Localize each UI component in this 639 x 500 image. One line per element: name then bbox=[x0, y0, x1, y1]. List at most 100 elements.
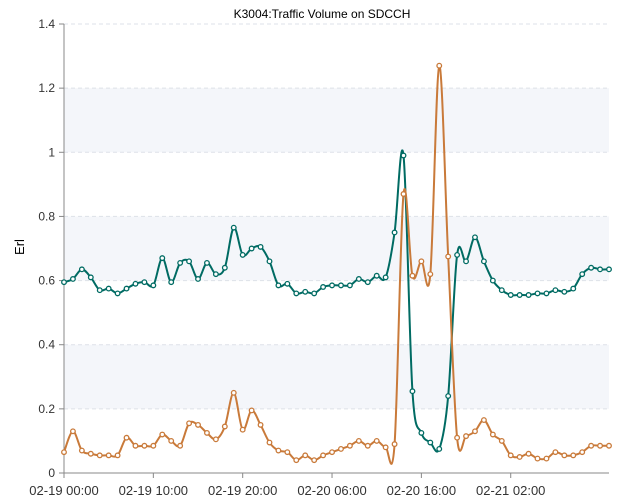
data-point bbox=[543, 290, 550, 297]
data-point bbox=[472, 428, 478, 435]
data-point bbox=[132, 442, 139, 449]
data-point bbox=[534, 455, 541, 462]
data-point bbox=[436, 445, 443, 452]
data-point bbox=[177, 259, 184, 266]
data-point bbox=[195, 276, 201, 282]
axes bbox=[59, 23, 609, 478]
series-0 bbox=[61, 149, 612, 453]
data-point bbox=[543, 455, 550, 462]
data-point bbox=[480, 417, 487, 424]
x-tick-labels: 02-19 00:00 02-19 10:00 02-19 20:00 02-20 0… bbox=[29, 483, 545, 498]
data-point bbox=[445, 253, 452, 260]
data-point bbox=[597, 442, 604, 449]
data-point bbox=[186, 258, 193, 265]
data-point bbox=[382, 444, 389, 451]
data-point bbox=[355, 276, 362, 282]
data-point bbox=[320, 452, 327, 459]
grid-band bbox=[64, 216, 609, 281]
data-point bbox=[78, 266, 85, 273]
data-point bbox=[588, 264, 595, 271]
x-tick-label: 02-19 10:00 bbox=[119, 483, 188, 498]
data-point bbox=[150, 442, 157, 449]
data-point bbox=[480, 258, 487, 265]
chart-title: K3004:Traffic Volume on SDCCH bbox=[234, 7, 411, 21]
y-tick-label: 0.8 bbox=[38, 209, 55, 223]
data-point bbox=[373, 272, 380, 279]
data-point bbox=[114, 452, 121, 459]
data-point bbox=[150, 282, 157, 289]
data-point bbox=[132, 280, 139, 287]
data-point bbox=[293, 457, 300, 464]
data-point bbox=[248, 407, 255, 414]
data-point bbox=[606, 442, 612, 449]
grid-bands bbox=[64, 88, 609, 409]
data-point bbox=[373, 437, 380, 444]
data-point bbox=[463, 433, 469, 440]
data-point bbox=[507, 292, 514, 298]
data-point bbox=[239, 426, 246, 433]
grid-band bbox=[64, 88, 609, 153]
data-point bbox=[177, 442, 184, 449]
data-point bbox=[257, 243, 264, 250]
data-point bbox=[302, 288, 309, 295]
data-point bbox=[141, 442, 148, 449]
data-point bbox=[78, 447, 85, 454]
data-point bbox=[195, 421, 201, 428]
data-point bbox=[454, 251, 461, 258]
x-tick-label: 02-19 20:00 bbox=[208, 483, 277, 498]
data-point bbox=[302, 452, 309, 459]
data-point bbox=[570, 285, 577, 292]
data-point bbox=[61, 279, 67, 286]
data-point bbox=[561, 288, 568, 295]
data-point bbox=[266, 258, 273, 265]
y-tick-label: 1.4 bbox=[38, 17, 55, 31]
data-point bbox=[427, 439, 434, 446]
series-layer bbox=[61, 62, 612, 465]
data-point bbox=[105, 452, 112, 459]
y-axis-label: Erl bbox=[12, 239, 27, 255]
data-point bbox=[579, 271, 586, 278]
data-point bbox=[579, 449, 586, 456]
y-tick-label: 1.2 bbox=[38, 81, 55, 95]
data-point bbox=[320, 284, 327, 290]
y-tick-label: 0.4 bbox=[38, 338, 55, 352]
data-point bbox=[329, 282, 335, 289]
data-point bbox=[597, 266, 604, 273]
data-point bbox=[391, 441, 398, 448]
data-point bbox=[364, 279, 371, 286]
data-point bbox=[293, 290, 300, 297]
y-tick-labels: 0 0.2 0.4 0.6 0.8 1 1.2 1.4 bbox=[38, 17, 55, 480]
data-point bbox=[212, 436, 219, 443]
data-point bbox=[87, 274, 94, 281]
data-point bbox=[400, 152, 407, 159]
data-point bbox=[248, 245, 255, 252]
x-tick-label: 02-19 00:00 bbox=[29, 483, 98, 498]
y-tick-label: 1 bbox=[48, 145, 55, 159]
data-point bbox=[534, 290, 541, 297]
data-point bbox=[239, 251, 246, 258]
data-point bbox=[409, 272, 416, 279]
data-point bbox=[212, 271, 219, 278]
data-point bbox=[311, 457, 318, 464]
data-point bbox=[516, 454, 523, 460]
y-tick-label: 0.2 bbox=[38, 402, 55, 416]
data-point bbox=[329, 449, 335, 456]
data-point bbox=[168, 279, 175, 286]
data-point bbox=[364, 442, 371, 449]
data-point bbox=[159, 255, 166, 262]
data-point bbox=[96, 287, 103, 294]
data-point bbox=[552, 287, 559, 294]
data-point bbox=[606, 266, 612, 273]
data-point bbox=[61, 449, 67, 456]
data-point bbox=[445, 393, 452, 399]
data-point bbox=[436, 62, 443, 69]
data-point bbox=[186, 420, 193, 427]
data-point bbox=[525, 292, 532, 298]
data-point bbox=[427, 271, 434, 278]
data-point bbox=[69, 276, 76, 282]
data-point bbox=[418, 429, 425, 436]
data-point bbox=[230, 389, 237, 396]
data-point bbox=[418, 258, 425, 265]
x-tick-label: 02-21 02:00 bbox=[476, 483, 545, 498]
